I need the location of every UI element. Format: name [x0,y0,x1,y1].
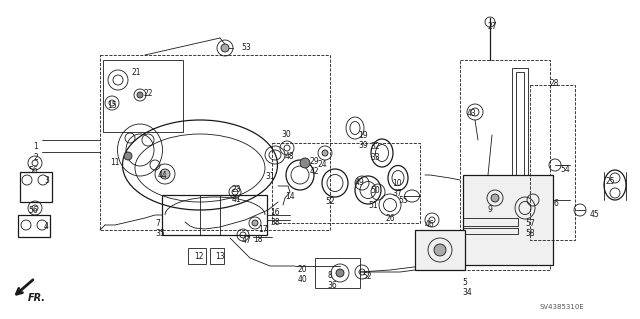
Bar [463,228,518,234]
Bar [18,215,50,237]
Text: 24: 24 [318,160,328,169]
Text: 56: 56 [28,166,38,175]
Text: 29: 29 [310,157,319,166]
Text: 18: 18 [253,235,262,244]
Bar [162,195,267,235]
Text: 44: 44 [158,171,168,180]
Bar [463,175,553,265]
Bar [272,143,420,223]
Text: 42: 42 [310,167,319,176]
Text: 30: 30 [281,130,291,139]
Circle shape [252,220,258,226]
Text: 26: 26 [386,214,396,223]
Bar [512,68,528,198]
Text: 58: 58 [525,229,534,238]
Text: 5: 5 [462,278,467,287]
Text: 28: 28 [549,79,559,88]
Bar [188,248,206,264]
Text: 53: 53 [241,43,251,52]
Text: 45: 45 [590,210,600,219]
Text: 55: 55 [398,196,408,205]
Bar [20,172,52,202]
Text: 7: 7 [155,219,160,228]
Text: 22: 22 [143,89,152,98]
Text: 54: 54 [560,165,570,174]
Bar [100,55,330,230]
Bar [210,248,224,264]
Text: 27: 27 [487,22,497,31]
Bar [463,218,518,226]
Circle shape [300,158,310,168]
Text: 37: 37 [392,189,402,198]
Text: 16: 16 [270,208,280,217]
Bar [530,85,575,240]
Text: 38: 38 [270,218,280,227]
Text: 1: 1 [33,142,38,151]
Text: 15: 15 [107,101,116,110]
Circle shape [160,169,170,179]
Circle shape [137,92,143,98]
Text: 49: 49 [355,178,365,187]
Text: 47: 47 [242,236,252,245]
Text: 25: 25 [605,177,614,186]
Circle shape [434,244,446,256]
Text: 11: 11 [110,158,120,167]
Text: 20: 20 [298,265,308,274]
Bar [516,72,524,194]
Text: 57: 57 [525,219,535,228]
Circle shape [336,269,344,277]
Text: 31: 31 [265,172,275,181]
Text: 56: 56 [28,206,38,215]
Text: 46: 46 [425,220,435,229]
Text: 52: 52 [362,272,372,281]
Text: 52: 52 [325,197,335,206]
Text: SV4385310E: SV4385310E [540,304,585,310]
Text: 32: 32 [370,142,380,151]
Text: 43: 43 [467,109,477,118]
Circle shape [221,44,229,52]
Text: 19: 19 [358,131,367,140]
Text: 8: 8 [327,271,332,280]
Text: 14: 14 [285,192,294,201]
Text: 40: 40 [298,275,308,284]
Text: 48: 48 [285,152,294,161]
Text: 17: 17 [258,225,268,234]
Text: 33: 33 [370,153,380,162]
Text: 23: 23 [232,185,242,194]
Text: FR.: FR. [28,293,46,303]
Circle shape [124,152,132,160]
Text: 13: 13 [215,252,225,261]
Text: 50: 50 [370,186,380,195]
Text: 12: 12 [194,252,204,261]
Text: 2: 2 [33,153,38,162]
Text: 51: 51 [368,201,378,210]
Text: 39: 39 [358,141,368,150]
Text: 9: 9 [487,205,492,214]
Bar [460,60,550,270]
Text: 41: 41 [232,195,242,204]
Text: 10: 10 [392,179,402,188]
Text: 6: 6 [554,199,559,208]
Circle shape [491,194,499,202]
Text: 34: 34 [462,288,472,297]
Text: 36: 36 [327,281,337,290]
Text: 21: 21 [132,68,141,77]
Text: 4: 4 [44,222,49,231]
Bar [315,258,360,288]
Circle shape [322,150,328,156]
Text: 35: 35 [155,229,164,238]
Text: 3: 3 [44,176,49,185]
Bar [415,230,465,270]
Bar [103,60,183,132]
